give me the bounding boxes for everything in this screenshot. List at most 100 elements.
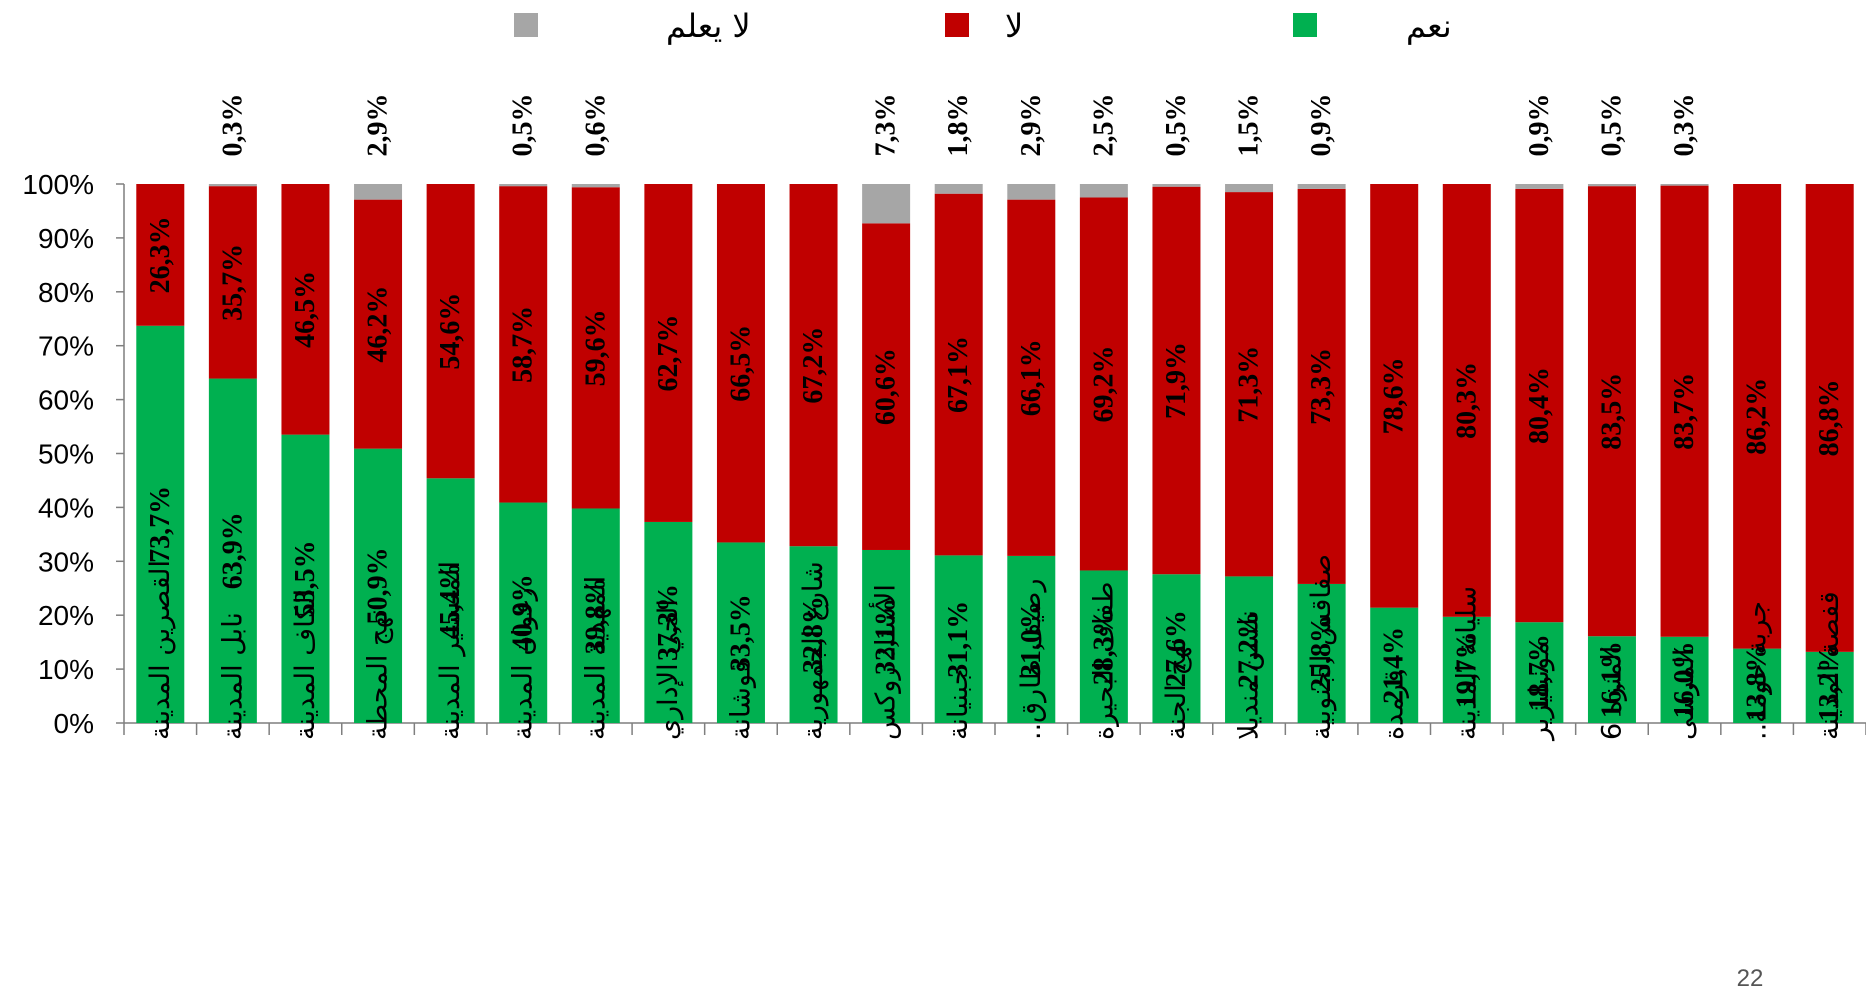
value-label-no: 46,5% bbox=[290, 271, 321, 348]
value-label-unknown: 0,9% bbox=[1524, 94, 1555, 157]
value-label-yes: 50,9% bbox=[363, 547, 394, 624]
bar-yes bbox=[1297, 583, 1346, 723]
value-label-unknown: 1,5% bbox=[1234, 94, 1265, 157]
value-label-no: 86,8% bbox=[1814, 379, 1845, 456]
value-label-yes: 31,1% bbox=[943, 601, 974, 678]
category-label: جبنيانة bbox=[943, 669, 974, 740]
bar-unknown bbox=[1515, 184, 1564, 189]
value-label-yes: 25,8% bbox=[1306, 615, 1337, 692]
bar-no bbox=[716, 184, 765, 543]
value-label-yes: 39,8% bbox=[580, 577, 611, 654]
value-label-no: 66,1% bbox=[1016, 339, 1047, 416]
bar-no bbox=[1297, 188, 1346, 584]
bar-unknown bbox=[499, 184, 548, 187]
bar-yes bbox=[1152, 574, 1201, 723]
category-label: طفاف البحيرة bbox=[1088, 582, 1119, 740]
category-label: نابل المدينة bbox=[217, 612, 248, 740]
value-label-yes: 13,8% bbox=[1742, 645, 1773, 722]
bar-no bbox=[1079, 197, 1128, 571]
value-label-yes: 73,7% bbox=[145, 486, 176, 563]
bar-unknown bbox=[1225, 184, 1274, 193]
bar-unknown bbox=[571, 184, 620, 188]
value-label-yes: 27,2% bbox=[1234, 611, 1265, 688]
bar-yes bbox=[644, 521, 693, 723]
y-tick-label: 90% bbox=[38, 223, 94, 254]
y-tick-label: 30% bbox=[38, 546, 94, 577]
bar-unknown bbox=[1660, 184, 1709, 186]
bar-unknown bbox=[208, 184, 257, 187]
bar-no bbox=[426, 184, 475, 479]
value-label-yes: 28,3% bbox=[1088, 608, 1119, 685]
value-label-no: 46,2% bbox=[363, 286, 394, 363]
legend-label: لا bbox=[1005, 7, 1023, 45]
value-label-unknown: 2,9% bbox=[363, 94, 394, 157]
value-label-no: 60,6% bbox=[871, 348, 902, 425]
bar-yes bbox=[1370, 607, 1419, 723]
legend-swatch bbox=[945, 13, 969, 37]
bar-yes bbox=[1587, 636, 1636, 723]
bar-unknown bbox=[1079, 184, 1128, 198]
category-label: الحي الإداري bbox=[653, 599, 684, 740]
bar-no bbox=[862, 223, 911, 550]
value-label-unknown: 2,9% bbox=[1016, 94, 1047, 157]
bar-no bbox=[644, 184, 693, 522]
value-label-yes: 63,9% bbox=[217, 512, 248, 589]
bar-no bbox=[1152, 186, 1201, 575]
legend-swatch bbox=[1293, 13, 1317, 37]
category-label: زغوان المدينة bbox=[508, 587, 539, 740]
bar-no bbox=[1515, 188, 1564, 623]
bar-yes bbox=[1660, 636, 1709, 723]
bar-yes bbox=[1225, 576, 1274, 723]
category-label: نهج المحطة bbox=[363, 609, 394, 740]
y-tick-label: 70% bbox=[38, 331, 94, 362]
category-label: المرسى bbox=[1669, 649, 1700, 740]
value-label-yes: 18,7% bbox=[1524, 634, 1555, 711]
y-tick-label: 60% bbox=[38, 385, 94, 416]
y-tick-label: 100% bbox=[22, 169, 94, 200]
value-label-unknown: 0,9% bbox=[1306, 94, 1337, 157]
value-label-no: 66,5% bbox=[725, 325, 756, 402]
bar-yes bbox=[281, 434, 330, 723]
bar-yes bbox=[862, 549, 911, 723]
y-axis: 0% 10% 20% 30% 40% 50% 60% 70% 80% 90% 100% bbox=[22, 169, 1866, 739]
value-label-no: 35,7% bbox=[217, 244, 248, 321]
value-label-unknown: 0,5% bbox=[508, 94, 539, 157]
value-label-yes: 16,0% bbox=[1669, 641, 1700, 718]
bar-no bbox=[354, 199, 403, 449]
bar-yes bbox=[1515, 622, 1564, 723]
bar-yes bbox=[354, 448, 403, 723]
bar-yes bbox=[1442, 616, 1491, 723]
bar-yes bbox=[1733, 648, 1782, 723]
value-label-no: 71,3% bbox=[1234, 346, 1265, 423]
bar-no bbox=[1733, 184, 1782, 649]
category-label: المهدية المدينة bbox=[580, 576, 611, 740]
category-label: صفاقس الجنوبية bbox=[1306, 554, 1337, 740]
value-label-yes: 13,2% bbox=[1814, 645, 1845, 722]
value-label-unknown: 1,8% bbox=[943, 94, 974, 157]
legend-label: نعم bbox=[1406, 7, 1452, 45]
value-label-unknown: 2,5% bbox=[1088, 94, 1119, 157]
category-label: الأستاذ روكس bbox=[868, 584, 902, 740]
value-label-no: 71,9% bbox=[1161, 342, 1192, 419]
legend-swatch bbox=[514, 13, 538, 37]
value-label-unknown: 0,5% bbox=[1596, 94, 1627, 157]
value-label-yes: 31,0% bbox=[1016, 601, 1047, 678]
bar-unknown bbox=[862, 184, 911, 224]
value-label-yes: 16,1% bbox=[1596, 641, 1627, 718]
bar-no bbox=[1805, 184, 1854, 652]
bar-yes bbox=[136, 325, 185, 723]
value-label-no: 80,3% bbox=[1451, 362, 1482, 439]
value-label-no: 83,7% bbox=[1669, 373, 1700, 450]
bar-yes bbox=[499, 502, 548, 723]
bar-yes bbox=[934, 555, 983, 723]
y-tick-label: 10% bbox=[38, 654, 94, 685]
bar-no bbox=[208, 186, 257, 379]
bar-yes bbox=[1805, 651, 1854, 723]
bar-no bbox=[789, 184, 838, 547]
y-tick-label: 80% bbox=[38, 277, 94, 308]
category-label: نلسن منديلا bbox=[1234, 610, 1265, 740]
bar-yes bbox=[208, 378, 257, 723]
value-label-no: 73,3% bbox=[1306, 348, 1337, 425]
category-label: نهج الجنة bbox=[1161, 638, 1192, 740]
